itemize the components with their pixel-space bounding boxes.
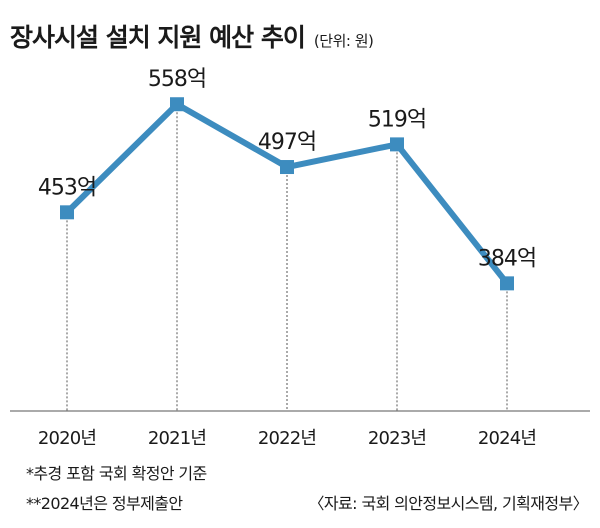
x-tick-label: 2021년 bbox=[148, 428, 206, 449]
data-point bbox=[280, 160, 294, 175]
chart-title: 장사시설 설치 지원 예산 추이 bbox=[10, 23, 306, 52]
data-labels: 453억 558억 497억 519억 384억 bbox=[38, 67, 537, 271]
data-point bbox=[60, 205, 74, 220]
x-tick-label: 2020년 bbox=[38, 428, 96, 449]
x-tick-labels: 2020년 2021년 2022년 2023년 2024년 bbox=[38, 428, 537, 449]
markers bbox=[60, 97, 514, 291]
footnote-1: *추경 포함 국회 확정안 기준 bbox=[26, 464, 207, 483]
data-label: 497억 bbox=[258, 130, 316, 155]
x-tick-label: 2024년 bbox=[478, 428, 536, 449]
data-label: 453억 bbox=[38, 175, 96, 200]
data-label: 384억 bbox=[478, 246, 536, 271]
data-label: 558억 bbox=[148, 67, 206, 92]
chart-header: 장사시설 설치 지원 예산 추이 (단위: 원) bbox=[10, 18, 374, 54]
data-point bbox=[170, 97, 184, 112]
drop-lines bbox=[66, 104, 508, 411]
source-note: 〈자료: 국회 의안정보시스템, 기획재정부〉 bbox=[308, 494, 589, 513]
unit-note: (단위: 원) bbox=[313, 32, 374, 50]
data-point bbox=[500, 276, 514, 291]
data-point bbox=[390, 137, 404, 152]
footnote-2: **2024년은 정부제출안 bbox=[26, 494, 183, 513]
x-tick-label: 2022년 bbox=[258, 428, 316, 449]
data-label: 519억 bbox=[368, 107, 426, 132]
x-tick-label: 2023년 bbox=[368, 428, 426, 449]
